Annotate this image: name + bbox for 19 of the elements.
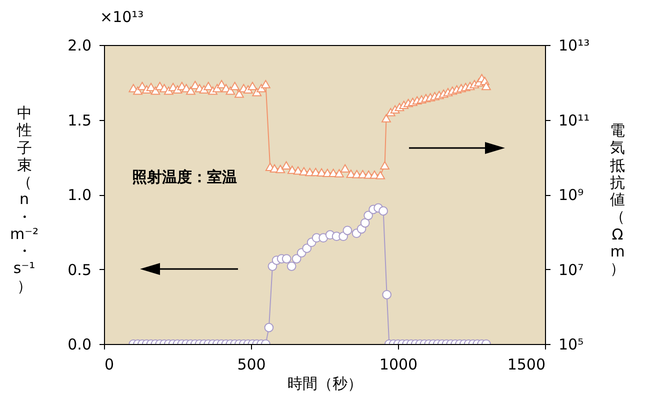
x-tick-label: 1500 — [507, 356, 546, 374]
y-tick-label: 0.0 — [68, 336, 92, 354]
y-tick-label: 1.5 — [68, 111, 92, 130]
y2-tick-label: 10¹¹ — [558, 111, 590, 130]
x-axis-title: 時間（秒） — [288, 374, 362, 392]
y-tick-label: 1.0 — [68, 186, 92, 204]
y2-tick-label: 10⁹ — [558, 186, 584, 204]
text: ×10¹³ — [100, 8, 144, 26]
x-tick-label: 1000 — [379, 356, 418, 374]
x-tick-label: 500 — [237, 356, 266, 374]
text: 中性子束（n・m⁻²・s⁻¹） — [10, 104, 39, 295]
y-tick-label: 0.5 — [68, 260, 92, 279]
y-tick-label: 2.0 — [68, 36, 92, 54]
x-tick-label: 0 — [104, 356, 114, 374]
y2-tick-label: 10⁷ — [558, 260, 584, 279]
y2-tick-label: 10¹³ — [558, 36, 590, 54]
text: 電気抵抗値（Ωm） — [610, 121, 625, 278]
annotation: 照射温度：室温 — [132, 168, 237, 186]
y2-tick-label: 10⁵ — [558, 336, 584, 354]
